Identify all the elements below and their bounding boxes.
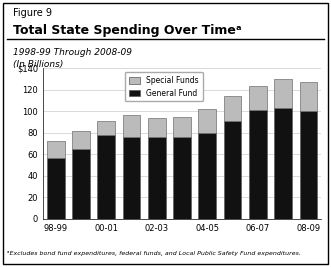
Bar xyxy=(123,137,140,219)
Bar xyxy=(47,158,65,219)
Bar xyxy=(97,135,115,219)
Bar xyxy=(148,118,166,137)
Legend: Special Funds, General Fund: Special Funds, General Fund xyxy=(125,72,203,101)
Bar xyxy=(199,133,216,219)
Bar xyxy=(123,116,140,137)
Text: Total State Spending Over Timeᵃ: Total State Spending Over Timeᵃ xyxy=(13,24,242,37)
Text: 1998-99 Through 2008-09: 1998-99 Through 2008-09 xyxy=(13,48,132,57)
Bar xyxy=(72,131,90,149)
Bar xyxy=(47,141,65,158)
Bar xyxy=(97,121,115,135)
Bar xyxy=(148,137,166,219)
Bar xyxy=(300,111,317,219)
Text: (In Billions): (In Billions) xyxy=(13,60,64,69)
Text: Figure 9: Figure 9 xyxy=(13,8,52,18)
Bar xyxy=(249,110,267,219)
Bar xyxy=(173,117,191,137)
Text: ᵃExcludes bond fund expenditures, federal funds, and Local Public Safety Fund ex: ᵃExcludes bond fund expenditures, federa… xyxy=(7,251,301,256)
Bar xyxy=(274,79,292,108)
Bar xyxy=(224,121,241,219)
Bar xyxy=(274,108,292,219)
Bar xyxy=(199,109,216,133)
Bar xyxy=(224,96,241,121)
Bar xyxy=(173,137,191,219)
Bar xyxy=(249,87,267,110)
Bar xyxy=(300,82,317,111)
Bar xyxy=(72,149,90,219)
